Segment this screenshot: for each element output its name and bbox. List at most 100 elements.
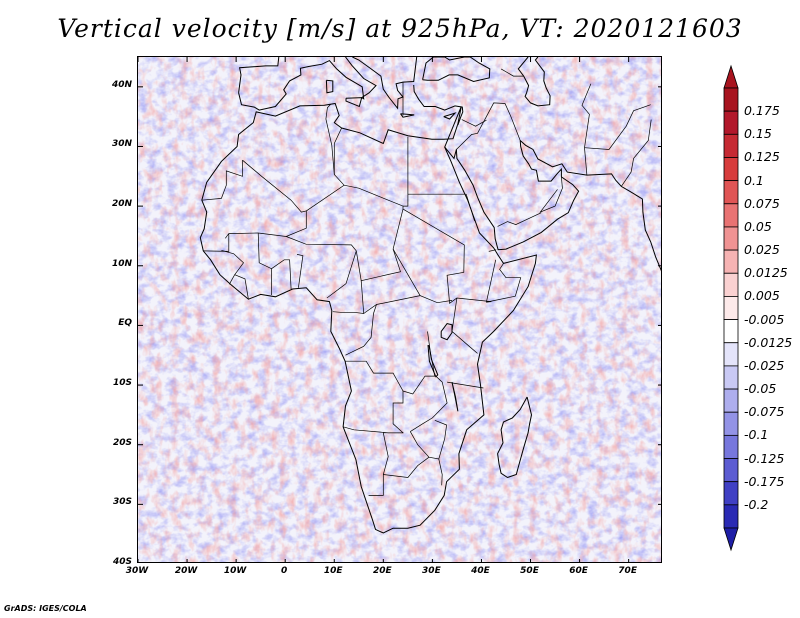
lat-tick-label: EQ <box>118 318 132 329</box>
lon-tick-label: 60E <box>569 566 588 576</box>
colorbar-level-label: 0.175 <box>744 103 780 119</box>
country-border <box>456 102 521 150</box>
lon-tick-label: 10W <box>223 566 247 576</box>
lon-tick-label: 0 <box>281 566 288 576</box>
country-border <box>621 119 652 187</box>
colorbar-swatch <box>723 249 739 274</box>
colorbar-level-label: 0.075 <box>744 195 780 211</box>
colorbar-level-label: 0.05 <box>744 218 772 234</box>
colorbar-level-label: -0.05 <box>744 381 777 397</box>
lat-tick-label: 40N <box>111 79 132 90</box>
country-border <box>296 254 304 288</box>
country-border <box>447 381 484 389</box>
country-border <box>326 250 357 299</box>
lon-tick-label: 30E <box>422 566 441 576</box>
lon-tick-label: 20E <box>372 566 392 576</box>
country-border <box>201 160 243 201</box>
country-border <box>539 176 563 213</box>
colorbar-swatch <box>723 110 739 135</box>
country-border <box>271 259 292 290</box>
turkey-coast <box>413 84 464 126</box>
colorbar <box>723 64 739 552</box>
lat-tick-label: 10S <box>112 378 132 389</box>
colorbar-level-label: 0.15 <box>744 126 772 142</box>
africa-coastline <box>199 102 537 534</box>
lat-tick-label: 10N <box>111 258 132 269</box>
gulf-of-suez <box>444 146 457 160</box>
country-border <box>257 232 272 295</box>
colorbar-swatch <box>723 203 739 228</box>
country-border <box>325 103 345 186</box>
lon-tick-label: 10E <box>323 566 343 576</box>
colorbar-swatch <box>723 133 739 158</box>
country-border <box>451 297 478 354</box>
lon-tick-label: 40E <box>471 566 490 576</box>
lon-tick-label: 50E <box>520 566 539 576</box>
colorbar-swatch <box>723 157 739 182</box>
colorbar-level-label: -0.175 <box>744 473 785 489</box>
colorbar-swatch <box>723 458 739 483</box>
colorbar-level-label: -0.1 <box>744 427 769 443</box>
country-border <box>392 248 453 304</box>
colorbar-swatch <box>723 411 739 436</box>
lat-tick-label: 40S <box>112 557 132 567</box>
lon-tick-label: 20W <box>174 566 198 576</box>
country-border <box>343 426 403 434</box>
country-border <box>584 104 651 150</box>
colorbar-swatch <box>723 481 739 506</box>
iran-india-coast <box>519 140 661 272</box>
country-border <box>221 249 244 275</box>
arabia-coast <box>455 140 580 251</box>
colorbar-swatch <box>723 272 739 297</box>
colorbar-top-arrow <box>723 64 739 89</box>
colorbar-swatch <box>723 388 739 413</box>
black-sea-coast <box>422 57 491 83</box>
country-border <box>332 280 365 314</box>
colorbar-level-label: -0.0125 <box>744 334 793 350</box>
colorbar-bottom-arrow <box>723 527 739 552</box>
colorbar-swatch <box>723 87 739 112</box>
country-border <box>500 68 524 77</box>
lat-tick-label: 30S <box>112 497 132 508</box>
lake-victoria <box>440 323 453 341</box>
colorbar-swatch <box>723 319 739 344</box>
map-panel[interactable] <box>137 56 662 563</box>
colorbar-level-label: 0.1 <box>744 172 764 188</box>
country-border <box>345 360 404 496</box>
vertical-velocity-map <box>138 57 661 562</box>
colorbar-swatch <box>723 180 739 205</box>
country-border <box>333 127 342 175</box>
europe-south-coast <box>238 57 377 111</box>
country-border <box>581 83 592 176</box>
colorbar-level-label: -0.2 <box>744 496 769 512</box>
colorbar-level-label: 0.0125 <box>744 265 788 281</box>
madagascar-coast <box>497 396 533 479</box>
country-border <box>225 159 307 239</box>
colorbar-level-label: -0.005 <box>744 311 785 327</box>
field-ascent-texture <box>138 57 661 562</box>
colorbar-level-label: -0.025 <box>744 357 785 373</box>
lon-tick-label: 70E <box>618 566 637 576</box>
country-border <box>438 458 443 486</box>
country-border <box>427 331 436 377</box>
colorbar-swatch <box>723 226 739 251</box>
country-border <box>403 136 409 207</box>
lon-tick-label: 30W <box>125 566 149 576</box>
colorbar-swatch <box>723 504 739 529</box>
lake-malawi <box>451 381 459 412</box>
balkan-coast <box>352 57 418 110</box>
plot-title: Vertical velocity [m/s] at 925hPa, VT: 2… <box>57 14 743 43</box>
sicily-coast <box>345 97 363 108</box>
iberia-north-coast <box>238 57 280 93</box>
colorbar-level-label: 0.025 <box>744 242 780 258</box>
caspian-coast <box>517 57 551 107</box>
colorbar-level-label: -0.125 <box>744 450 785 466</box>
country-border <box>383 456 430 478</box>
country-border <box>497 212 542 227</box>
country-border <box>203 233 230 252</box>
colorbar-level-label: 0.125 <box>744 149 780 165</box>
colorbar-level-label: 0.005 <box>744 288 780 304</box>
crete-coast <box>400 113 415 118</box>
colorbar-swatch <box>723 365 739 390</box>
colorbar-swatch <box>723 434 739 459</box>
